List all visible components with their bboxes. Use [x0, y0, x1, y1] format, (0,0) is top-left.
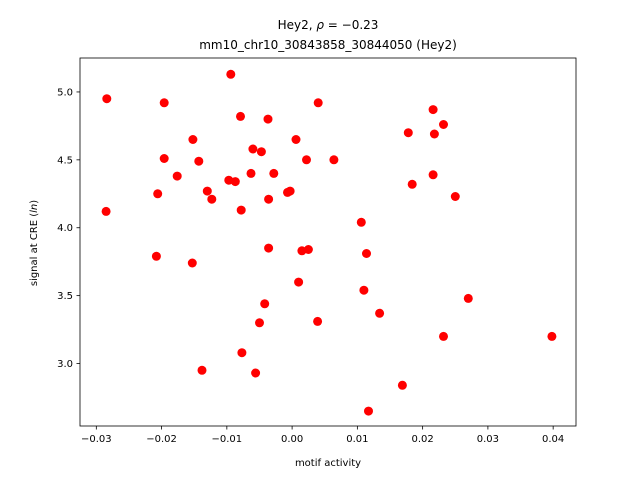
- data-point: [230, 177, 240, 187]
- data-point: [194, 156, 204, 166]
- data-point: [303, 245, 313, 254]
- x-tick-label: 0.03: [477, 434, 499, 445]
- data-point: [285, 186, 295, 196]
- data-point: [264, 243, 274, 253]
- data-point: [188, 135, 198, 144]
- data-point: [407, 179, 417, 189]
- data-point: [202, 186, 212, 196]
- data-point: [153, 189, 163, 199]
- data-point: [362, 249, 371, 258]
- data-point: [313, 316, 323, 326]
- y-tick-label: 4.0: [57, 223, 73, 234]
- data-point: [187, 258, 197, 268]
- y-axis-label-suffix: ): [29, 200, 40, 204]
- data-point: [226, 69, 236, 79]
- data-point: [364, 406, 373, 416]
- data-point: [302, 155, 311, 165]
- y-axis-label-prefix: signal at CRE (: [29, 213, 40, 286]
- x-tick-label: 0.02: [411, 434, 433, 445]
- data-point: [375, 308, 385, 318]
- data-point: [101, 206, 111, 216]
- data-point: [329, 155, 339, 165]
- plot-area: [79, 57, 577, 427]
- y-tick-label: 5.0: [57, 87, 73, 98]
- x-tick-label: −0.03: [81, 434, 112, 445]
- data-point: [236, 205, 246, 215]
- y-tick-label: 3.0: [57, 359, 73, 370]
- data-point: [547, 331, 557, 341]
- y-axis-label-italic: ln: [29, 204, 40, 213]
- data-point: [359, 285, 369, 295]
- x-axis-label: motif activity: [295, 458, 361, 469]
- data-point: [246, 168, 256, 178]
- y-tick-label: 4.5: [57, 155, 73, 166]
- data-point: [159, 154, 169, 163]
- data-point: [356, 217, 366, 227]
- y-tick-label: 3.5: [57, 291, 73, 302]
- data-point: [255, 318, 264, 328]
- data-point: [197, 365, 207, 375]
- x-tick-label: −0.01: [212, 434, 243, 445]
- data-point: [263, 114, 273, 124]
- x-tick-label: 0.00: [281, 434, 303, 445]
- data-point: [236, 111, 245, 121]
- data-point: [439, 120, 448, 129]
- data-point: [248, 144, 258, 154]
- data-point: [102, 94, 112, 104]
- x-ticks: −0.03 −0.02 −0.01 0.00 0.01 0.02 0.03 0.04: [81, 426, 564, 445]
- data-point: [291, 135, 301, 144]
- data-point: [256, 147, 266, 157]
- chart-title-line1: Hey2, ρ = −0.23: [278, 18, 379, 32]
- title-rho-symbol: ρ: [316, 18, 324, 32]
- data-point: [172, 171, 182, 181]
- data-point: [428, 170, 438, 180]
- title-rho-value: = −0.23: [324, 18, 378, 32]
- y-axis-label: signal at CRE (ln): [29, 200, 40, 286]
- data-point: [260, 299, 270, 309]
- data-point: [313, 98, 323, 108]
- data-point: [429, 129, 439, 139]
- data-point: [251, 368, 261, 378]
- data-point: [439, 331, 448, 341]
- y-ticks: 3.0 3.5 4.0 4.5 5.0: [57, 87, 80, 370]
- data-point: [428, 105, 438, 115]
- data-point: [159, 98, 169, 108]
- title-gene-prefix: Hey2,: [278, 18, 317, 32]
- x-tick-label: 0.04: [542, 434, 564, 445]
- points-layer: [101, 69, 557, 416]
- data-point: [237, 348, 247, 358]
- data-point: [151, 251, 161, 261]
- x-tick-label: −0.02: [146, 434, 177, 445]
- data-point: [450, 192, 460, 201]
- chart-title-line2: mm10_chr10_30843858_30844050 (Hey2): [199, 38, 457, 52]
- x-tick-label: 0.01: [346, 434, 368, 445]
- data-point: [207, 194, 217, 204]
- data-point: [269, 168, 279, 178]
- data-point: [294, 277, 304, 287]
- data-point: [463, 293, 473, 303]
- axes-frame: [79, 57, 577, 427]
- data-point: [264, 194, 274, 204]
- data-point: [397, 380, 407, 390]
- data-point: [403, 128, 413, 138]
